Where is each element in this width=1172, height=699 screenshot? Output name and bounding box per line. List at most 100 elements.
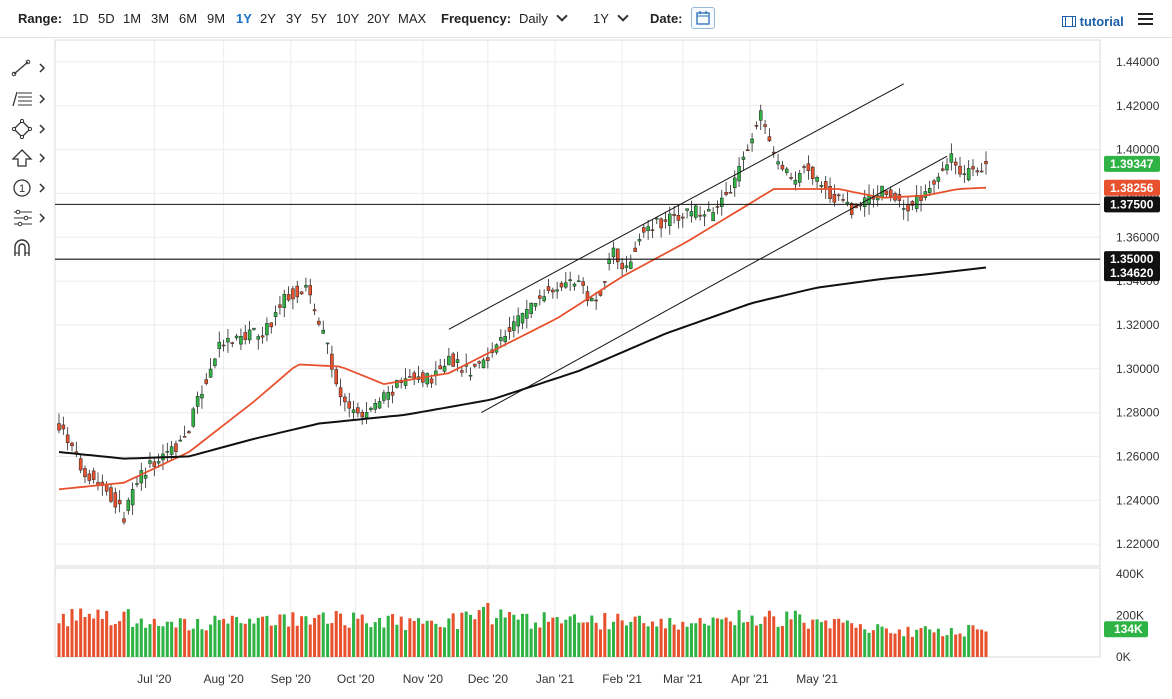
tutorial-link[interactable]: tutorial bbox=[1062, 14, 1124, 29]
candle-body bbox=[113, 492, 118, 508]
tool-magnet[interactable] bbox=[8, 236, 48, 260]
candle-body bbox=[208, 368, 213, 378]
tool-arrow[interactable] bbox=[8, 146, 48, 170]
candle-body bbox=[213, 358, 217, 366]
candle-body bbox=[507, 327, 512, 332]
volume-bar bbox=[581, 622, 585, 657]
range-9m[interactable]: 9M bbox=[207, 11, 226, 26]
menu-button[interactable] bbox=[1138, 13, 1153, 25]
volume-bar bbox=[516, 619, 520, 657]
candle-body bbox=[919, 196, 923, 201]
range-2y[interactable]: 2Y bbox=[260, 11, 276, 26]
candle-body bbox=[577, 280, 581, 283]
volume-bar bbox=[373, 622, 377, 657]
period-select[interactable]: 1Y bbox=[593, 10, 629, 26]
volume-bar bbox=[300, 616, 304, 657]
volume-bar bbox=[382, 627, 386, 657]
candle-body bbox=[784, 168, 789, 173]
volume-bar bbox=[915, 629, 919, 657]
volume-bar bbox=[369, 627, 373, 657]
candle-body bbox=[538, 295, 542, 299]
range-3y[interactable]: 3Y bbox=[286, 11, 302, 26]
candle-body bbox=[525, 309, 529, 319]
volume-bar bbox=[451, 613, 455, 657]
price-panel-frame bbox=[54, 39, 1101, 567]
candle-body bbox=[512, 321, 516, 331]
candle-body bbox=[403, 378, 408, 386]
tool-shape[interactable] bbox=[8, 117, 48, 141]
volume-bar bbox=[343, 625, 347, 657]
tool-trend-line[interactable] bbox=[8, 56, 48, 80]
y-tick-label: 1.30000 bbox=[1116, 362, 1160, 376]
range-20y[interactable]: 20Y bbox=[367, 11, 391, 26]
volume-bar bbox=[96, 609, 100, 657]
volume-bar bbox=[867, 632, 871, 657]
volume-bar bbox=[313, 617, 317, 657]
volume-bar bbox=[819, 622, 823, 657]
volume-bar bbox=[642, 623, 646, 657]
range-max[interactable]: MAX bbox=[398, 11, 427, 26]
candle-body bbox=[901, 208, 906, 210]
volume-bar bbox=[529, 628, 533, 657]
candle-body bbox=[252, 327, 256, 330]
price-label-bg bbox=[1104, 196, 1160, 213]
candle-body bbox=[728, 191, 733, 194]
candle-body bbox=[291, 288, 295, 300]
date-picker-button[interactable] bbox=[691, 7, 715, 29]
moving-average-slow bbox=[58, 266, 987, 460]
frequency-select[interactable]: Daily bbox=[519, 10, 568, 26]
volume-bar bbox=[546, 621, 551, 657]
candle-body bbox=[260, 335, 265, 338]
volume-tick-label: 200K bbox=[1116, 609, 1144, 623]
volume-bar bbox=[720, 619, 724, 657]
candle-body bbox=[932, 180, 936, 185]
volume-bar bbox=[230, 615, 234, 657]
tool-counter[interactable]: 1 bbox=[8, 176, 48, 200]
tool-pitchfork[interactable] bbox=[8, 206, 48, 230]
candle-body bbox=[395, 379, 399, 388]
volume-bar bbox=[945, 635, 949, 657]
candle-body bbox=[247, 329, 252, 341]
candle-body bbox=[325, 342, 330, 345]
volume-bar bbox=[616, 613, 620, 657]
volume-bar bbox=[187, 630, 191, 657]
candle-body bbox=[979, 170, 984, 173]
volume-bar bbox=[79, 608, 83, 657]
candle-body bbox=[642, 227, 646, 233]
candle-body bbox=[590, 297, 594, 302]
range-1y[interactable]: 1Y bbox=[236, 11, 252, 26]
candle-body bbox=[187, 431, 191, 434]
volume-bar bbox=[507, 612, 512, 657]
volume-bar bbox=[460, 612, 464, 657]
range-10y[interactable]: 10Y bbox=[336, 11, 360, 26]
y-tick-label: 1.32000 bbox=[1116, 318, 1160, 332]
volume-bar bbox=[910, 636, 914, 657]
candle-body bbox=[750, 138, 754, 144]
candle-body bbox=[468, 374, 473, 377]
candle-body bbox=[282, 294, 287, 308]
x-tick-label: Aug '20 bbox=[203, 672, 244, 686]
volume-bar bbox=[209, 624, 213, 657]
candle-body bbox=[707, 209, 711, 212]
price-label-bg bbox=[1104, 265, 1160, 282]
volume-bar bbox=[148, 624, 152, 657]
volume-bar bbox=[239, 623, 243, 657]
volume-bar bbox=[70, 608, 74, 657]
candle-body bbox=[971, 166, 975, 170]
range-5y[interactable]: 5Y bbox=[311, 11, 327, 26]
candle-body bbox=[308, 285, 313, 296]
range-1d[interactable]: 1D bbox=[72, 11, 89, 26]
volume-bar bbox=[191, 628, 195, 657]
volume-bar bbox=[893, 633, 897, 657]
volume-bar bbox=[434, 623, 438, 657]
volume-bar bbox=[802, 622, 806, 657]
range-3m[interactable]: 3M bbox=[151, 11, 170, 26]
tool-fib-retracement[interactable] bbox=[8, 87, 48, 111]
volume-bar bbox=[715, 618, 719, 657]
range-6m[interactable]: 6M bbox=[179, 11, 198, 26]
volume-bar bbox=[481, 606, 486, 657]
candle-body bbox=[520, 312, 525, 324]
range-5d[interactable]: 5D bbox=[98, 11, 115, 26]
range-1m[interactable]: 1M bbox=[123, 11, 142, 26]
